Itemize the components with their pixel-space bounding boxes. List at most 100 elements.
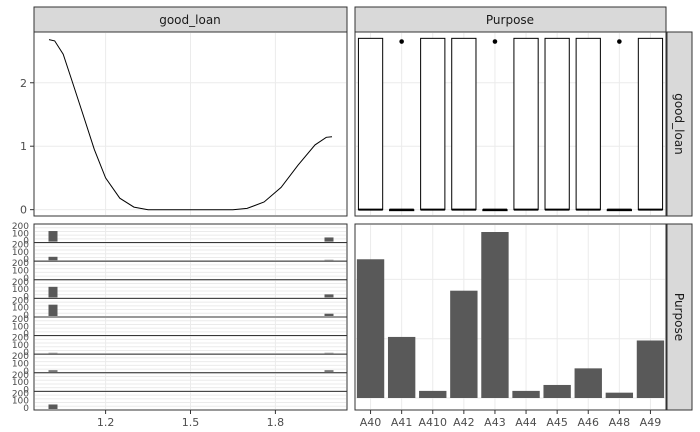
strip-col-purpose: Purpose	[354, 6, 667, 33]
facet-ytick-6-2: 200	[12, 334, 29, 344]
facet-ytick-2-2: 200	[12, 259, 29, 269]
count-xtick-label-A49: A49	[640, 416, 662, 429]
facet-ytick-8-2: 200	[12, 371, 29, 381]
count-bars	[356, 232, 665, 398]
facet-ytick-4-1: 100	[12, 304, 29, 314]
density-ytick-label-2: 2	[20, 77, 27, 90]
count-xtick-label-A48: A48	[609, 416, 631, 429]
strip-col-purpose-label: Purpose	[486, 13, 534, 27]
facet-ytick-1-2: 200	[12, 241, 29, 251]
strip-row-purpose: Purpose	[666, 223, 693, 411]
density-grid	[35, 33, 346, 215]
box-A42	[451, 37, 477, 211]
count-xtick-label-A40: A40	[360, 416, 382, 429]
panel-facet-histograms: 0100200010020001002000100200010020001002…	[12, 222, 348, 429]
box-A45	[544, 37, 570, 211]
count-bar-A40	[356, 259, 385, 398]
density-line	[48, 39, 333, 211]
facet-bar-left-0	[48, 231, 58, 242]
facet-xtick-label-2: 1.8	[267, 416, 285, 429]
facet-ytick-7-0: 0	[23, 367, 29, 377]
facet-bar-right-3	[324, 294, 334, 298]
count-bar-A43	[481, 232, 509, 398]
count-bar-A41	[387, 336, 416, 398]
box-A410	[420, 37, 446, 211]
count-x-axis: A40 A41 A410 A42 A43 A44 A45 A46 A48 A49	[360, 410, 661, 429]
count-xtick-label-A46: A46	[577, 416, 599, 429]
facet-bar-right-7	[324, 370, 334, 372]
count-xtick-label-A410: A410	[418, 416, 447, 429]
count-bar-A42	[450, 290, 478, 398]
facet-ytick-5-0: 0	[23, 330, 29, 340]
facet-ytick-1-0: 0	[23, 255, 29, 265]
strip-col-good-loan: good_loan	[33, 6, 348, 33]
count-xtick-label-A44: A44	[515, 416, 537, 429]
facet-bar-left-1	[48, 256, 58, 261]
facet-ytick-5-1: 100	[12, 322, 29, 332]
count-bar-A49	[636, 340, 665, 398]
count-bar-A45	[543, 384, 571, 398]
density-ytick-label-0: 0	[20, 204, 27, 217]
facet-ytick-3-0: 0	[23, 292, 29, 302]
strip-row-good-loan-label: good_loan	[672, 93, 686, 155]
count-bar-A48	[605, 392, 634, 398]
count-bar-A44	[512, 390, 540, 398]
facet-ytick-2-0: 0	[23, 274, 29, 284]
density-y-axis: 0 1 2	[20, 77, 34, 217]
facet-xtick-label-0: 1.2	[97, 416, 115, 429]
facet-ytick-6-1: 100	[12, 341, 29, 351]
facet-ytick-0-2: 200	[12, 222, 29, 232]
facet-xtick-label-1: 1.5	[182, 416, 200, 429]
facet-bar-right-0	[324, 237, 334, 242]
density-ytick-label-1: 1	[20, 140, 27, 153]
box-outlier-A41	[399, 39, 404, 44]
facet-ytick-9-0: 0	[23, 404, 29, 414]
facet-bar-left-7	[48, 370, 58, 372]
facet-bar-left-3	[48, 286, 58, 298]
facet-ytick-5-2: 200	[12, 315, 29, 325]
facet-bar-left-4	[48, 304, 58, 316]
facet-ytick-0-1: 100	[12, 229, 29, 239]
box-A49	[637, 37, 664, 211]
panel-boxplots	[354, 31, 667, 217]
box-A40	[357, 37, 384, 211]
facet-ytick-9-2: 200	[12, 389, 29, 399]
boxplot-marks	[357, 37, 664, 212]
panel-count-bars: A40 A41 A410 A42 A43 A44 A45 A46 A48 A49	[354, 223, 667, 429]
facet-ytick-4-0: 0	[23, 311, 29, 321]
box-outlier-A48	[617, 39, 622, 44]
box-outlier-A43	[492, 39, 498, 44]
facet-ytick-3-2: 200	[12, 278, 29, 288]
facet-ytick-3-1: 100	[12, 285, 29, 295]
strip-col-good-loan-label: good_loan	[159, 13, 221, 27]
facet-ytick-7-1: 100	[12, 360, 29, 370]
facet-ytick-8-0: 0	[23, 385, 29, 395]
count-xtick-label-A41: A41	[391, 416, 413, 429]
strip-row-good-loan: good_loan	[666, 31, 693, 217]
strip-row-purpose-label: Purpose	[672, 293, 686, 341]
facet-ytick-2-1: 100	[12, 267, 29, 277]
panel-density: 0 1 2	[20, 31, 348, 217]
facet-x-axis: 1.2 1.5 1.8	[97, 410, 284, 429]
facet-ytick-7-2: 200	[12, 352, 29, 362]
facet-ytick-1-1: 100	[12, 248, 29, 258]
count-xtick-label-A43: A43	[484, 416, 506, 429]
facet-bar-left-9	[48, 404, 58, 409]
facet-rows: 0100200010020001002000100200010020001002…	[12, 222, 348, 414]
facet-ytick-4-2: 200	[12, 296, 29, 306]
box-A44	[513, 37, 539, 211]
facet-bar-right-4	[324, 313, 334, 316]
box-A46	[575, 37, 601, 211]
count-bar-A46	[574, 368, 602, 398]
facet-ytick-8-1: 100	[12, 378, 29, 388]
